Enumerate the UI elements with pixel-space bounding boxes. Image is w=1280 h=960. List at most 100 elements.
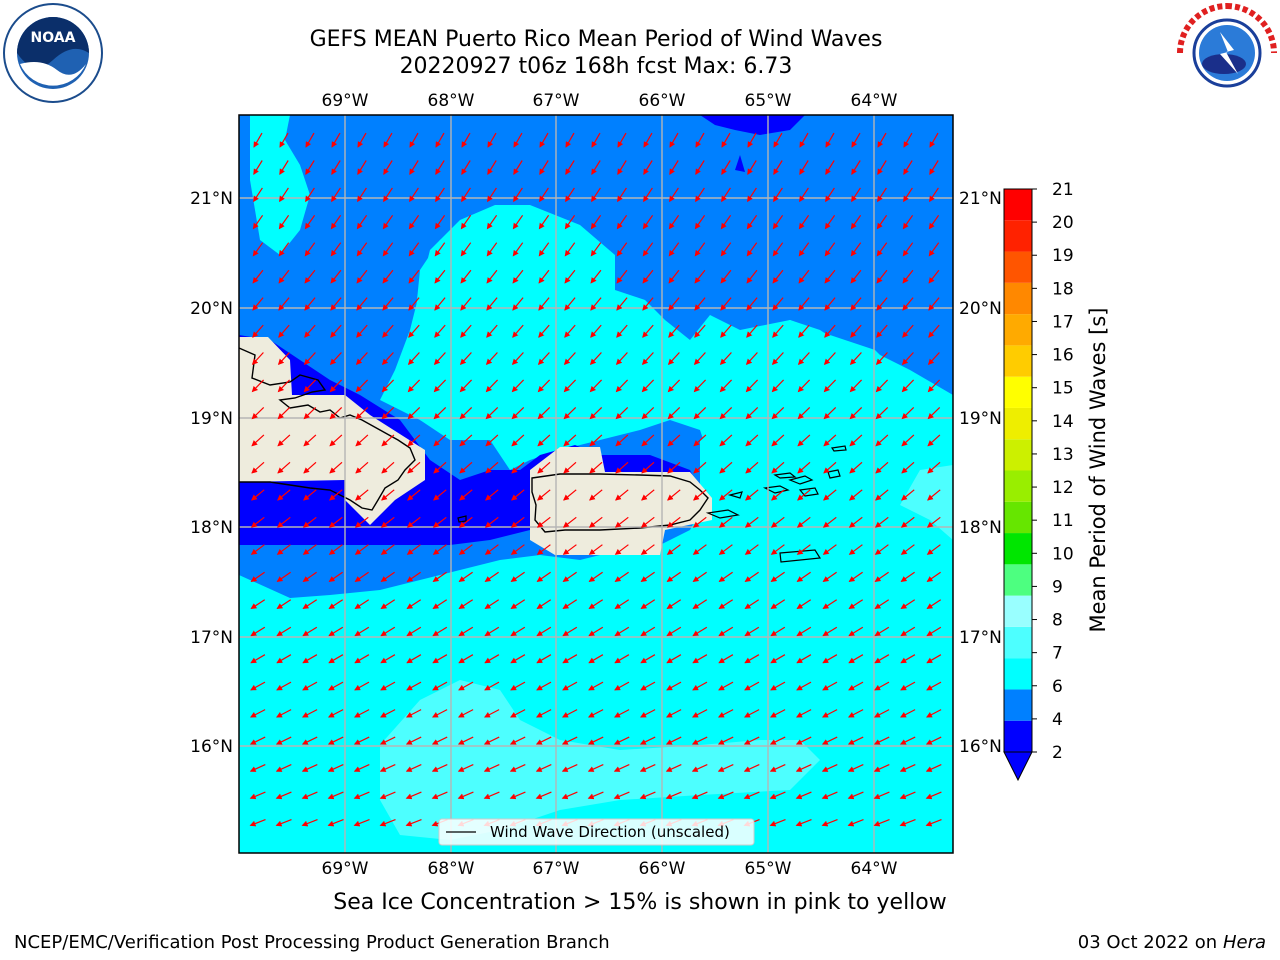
wind-wave-arrow [849, 379, 863, 393]
wind-wave-arrow [431, 764, 448, 772]
colorbar-tick-label: 14 [1052, 412, 1074, 432]
wind-wave-arrow [876, 214, 888, 230]
wind-wave-arrow [483, 791, 500, 800]
colorbar-tick-label: 18 [1052, 279, 1074, 299]
wind-wave-arrow [796, 544, 811, 555]
wind-wave-arrow [851, 160, 861, 175]
wind-wave-arrow [771, 434, 785, 447]
wind-wave-arrow [590, 242, 602, 257]
wind-wave-arrow [822, 571, 837, 582]
wind-wave-arrow [589, 489, 603, 501]
wind-wave-arrow [380, 599, 396, 610]
wind-wave-arrow [279, 160, 289, 175]
lon-label-bottom-65w: 65°W [745, 859, 792, 879]
wind-wave-arrow [928, 214, 940, 230]
colorbar-tick-label: 4 [1052, 710, 1063, 730]
wind-wave-arrow [929, 187, 939, 203]
wind-wave-arrow [379, 736, 396, 745]
wind-wave-arrow [279, 132, 289, 148]
wind-wave-arrow [433, 461, 447, 474]
wind-wave-arrow [822, 516, 837, 528]
wind-wave-arrow [641, 489, 655, 501]
wind-wave-arrow [457, 764, 474, 772]
wind-wave-arrow [407, 406, 421, 420]
colorbar-segment [1004, 501, 1032, 534]
wind-wave-arrow [276, 599, 292, 610]
wind-wave-arrow [928, 269, 940, 284]
wind-wave-arrow [275, 764, 292, 772]
wind-wave-arrow [770, 571, 785, 582]
wind-wave-arrow [926, 571, 941, 582]
wind-wave-arrow [381, 489, 395, 501]
wind-wave-arrow [772, 269, 784, 284]
wind-wave-arrow [874, 654, 890, 664]
wind-wave-arrow [925, 791, 942, 800]
wind-wave-arrow [822, 544, 837, 555]
wind-wave-arrow [900, 681, 916, 691]
wind-wave-arrow [486, 242, 498, 257]
wind-wave-arrow [565, 160, 575, 175]
hispaniola-coast [239, 347, 416, 511]
wind-wave-arrow [614, 544, 629, 555]
wind-wave-arrow [745, 352, 758, 366]
wind-wave-arrow [408, 269, 420, 284]
wind-wave-arrow [405, 819, 422, 827]
wind-wave-arrow [484, 626, 500, 637]
lon-labels-bottom: 69°W 68°W 67°W 66°W 65°W 64°W [322, 859, 898, 879]
wind-wave-arrow [695, 160, 705, 175]
wind-wave-arrow [773, 132, 783, 148]
wind-wave-arrow [562, 544, 577, 555]
wind-wave-arrow [902, 324, 914, 338]
lat-label-left-20n: 20°N [190, 299, 233, 319]
colorbar-tick-label: 2 [1052, 743, 1063, 763]
lat-label-left-18n: 18°N [190, 518, 233, 538]
wind-wave-arrow [639, 764, 656, 772]
wind-wave-arrow [251, 406, 265, 420]
wind-wave-arrow [564, 324, 576, 338]
wind-wave-arrow [796, 516, 811, 528]
wind-wave-arrow [900, 709, 916, 718]
wind-wave-arrow [513, 132, 523, 148]
wind-wave-arrow [588, 709, 604, 718]
wind-wave-arrow [302, 626, 318, 637]
wind-wave-arrow [537, 352, 550, 366]
wind-wave-arrow [615, 352, 628, 366]
wind-wave-arrow [747, 187, 757, 203]
wind-wave-arrow [772, 242, 784, 257]
wind-wave-arrow [327, 791, 344, 800]
wind-wave-arrow [770, 654, 786, 664]
wind-wave-arrow [382, 269, 394, 284]
wind-wave-arrow [434, 214, 446, 230]
wind-wave-arrow [460, 297, 472, 311]
wind-wave-arrow [382, 214, 394, 230]
wind-wave-arrow [458, 599, 474, 610]
wind-wave-arrow [511, 406, 525, 420]
wind-wave-arrow [304, 269, 316, 284]
wind-wave-arrow [460, 269, 472, 284]
wind-wave-arrow [669, 160, 679, 175]
wind-wave-arrow [249, 736, 266, 745]
wind-wave-arrow [484, 709, 500, 718]
wind-wave-arrow [458, 654, 474, 664]
wind-wave-arrow [875, 379, 889, 393]
wind-wave-arrow [432, 681, 448, 691]
wind-wave-arrow [379, 819, 396, 827]
wind-wave-arrow [691, 764, 708, 772]
wind-wave-arrow [850, 324, 862, 338]
wind-wave-arrow [435, 160, 445, 175]
wind-wave-arrow [405, 764, 422, 772]
wind-wave-arrow [563, 379, 577, 393]
wind-wave-arrow [899, 736, 916, 745]
wind-wave-arrow [744, 516, 759, 528]
wind-wave-arrow [276, 571, 291, 582]
wind-wave-arrow [382, 242, 394, 257]
wind-wave-arrow [252, 324, 264, 338]
wind-wave-arrow [847, 736, 864, 745]
wind-wave-arrow [642, 269, 654, 284]
wind-wave-arrow [433, 434, 447, 447]
colorbar-tick-label: 17 [1052, 312, 1074, 332]
lat-label-left-19n: 19°N [190, 409, 233, 429]
wind-wave-arrow [821, 764, 838, 772]
map-legend: Wind Wave Direction (unscaled) [438, 818, 755, 846]
colorbar-tick-label: 15 [1052, 379, 1074, 399]
